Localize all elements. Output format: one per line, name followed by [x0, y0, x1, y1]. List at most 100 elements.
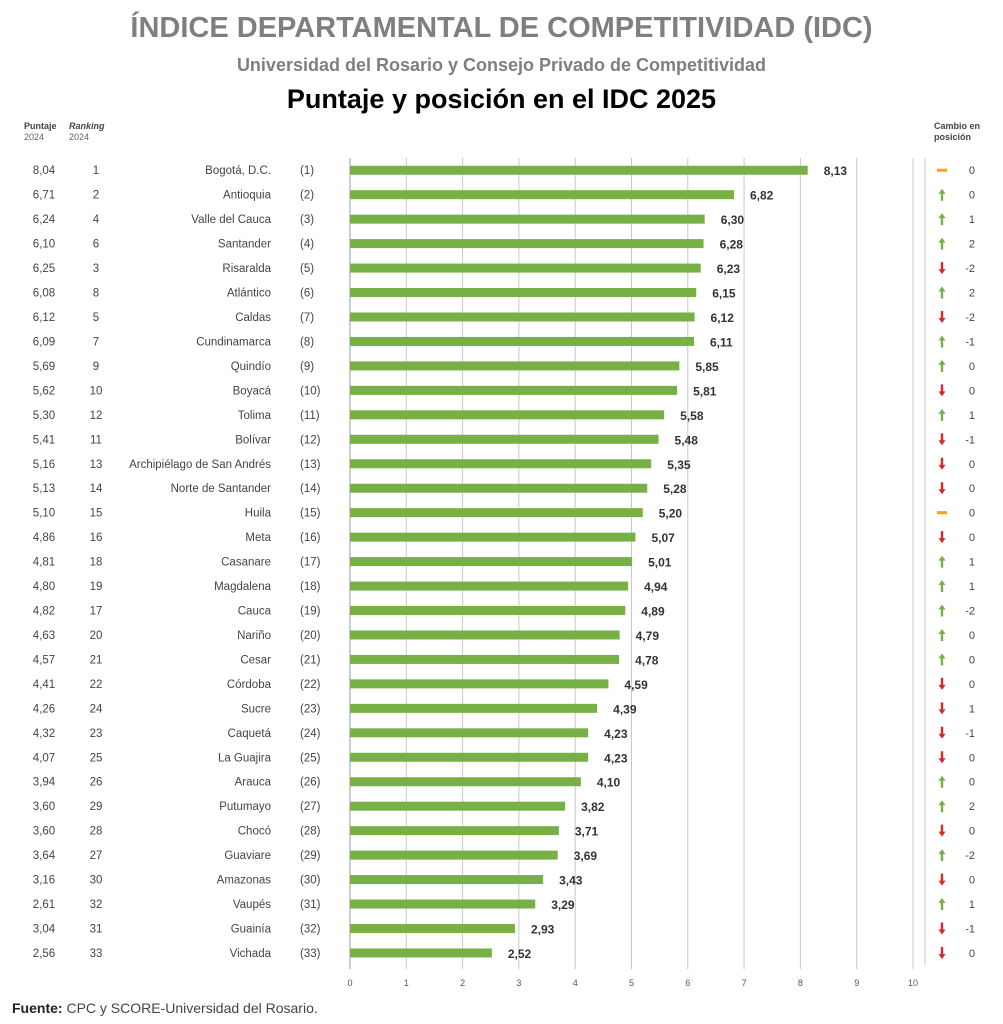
position-change-value: 0	[969, 679, 975, 691]
rank-2024-header-label: Ranking	[69, 121, 105, 131]
rank-2025: (25)	[300, 752, 321, 764]
department-label: Caldas	[235, 312, 271, 324]
bar	[350, 190, 734, 200]
rank-2024: 1	[93, 165, 99, 177]
arrow-down-icon	[938, 751, 946, 764]
position-change-value: 1	[969, 703, 975, 715]
rank-2024: 2	[93, 190, 99, 202]
value-label: 6,23	[717, 262, 741, 276]
score-2024: 3,94	[33, 777, 56, 789]
no-change-dash-icon	[937, 511, 947, 515]
department-label: Córdoba	[227, 679, 272, 691]
value-label: 5,35	[667, 458, 691, 472]
department-label: Boyacá	[233, 385, 272, 397]
position-change-value: 1	[969, 557, 975, 569]
rank-2024: 22	[90, 679, 103, 691]
bar	[350, 214, 705, 224]
rank-2025: (2)	[300, 190, 314, 202]
arrow-up-icon	[938, 628, 946, 641]
bar	[350, 312, 695, 322]
rank-2024: 27	[90, 850, 103, 862]
score-2024: 2,56	[33, 948, 55, 960]
value-label: 5,85	[695, 360, 719, 374]
score-2024: 6,25	[33, 263, 55, 275]
arrow-up-icon	[938, 335, 946, 348]
position-change-value: 0	[969, 752, 975, 764]
arrow-down-icon	[938, 946, 946, 959]
value-label: 5,01	[648, 556, 672, 570]
rank-2024: 11	[90, 434, 102, 446]
arrow-down-icon	[938, 457, 946, 470]
bar	[350, 557, 633, 567]
rank-2025: (5)	[300, 263, 314, 275]
value-label: 3,71	[575, 825, 599, 839]
value-label: 4,78	[635, 653, 659, 667]
rank-2025: (10)	[300, 385, 321, 397]
value-label: 8,13	[824, 164, 848, 178]
position-change-value: 2	[969, 288, 975, 300]
position-change-value: 0	[969, 826, 975, 838]
rank-2024: 32	[90, 899, 103, 911]
rank-2025: (7)	[300, 312, 314, 324]
arrow-up-icon	[938, 188, 946, 201]
rank-2025: (29)	[300, 850, 321, 862]
rank-2024: 18	[90, 557, 103, 569]
value-label: 2,93	[531, 922, 555, 936]
value-label: 5,48	[675, 433, 699, 447]
rank-2025: (26)	[300, 777, 321, 789]
rank-2024: 12	[90, 410, 103, 422]
rank-2024: 19	[90, 581, 103, 593]
rank-2024: 17	[90, 606, 103, 618]
source-label: Fuente:	[12, 1000, 63, 1016]
rank-2025: (19)	[300, 606, 321, 618]
department-label: Santander	[218, 239, 271, 251]
score-2024: 4,41	[33, 679, 55, 691]
position-change-value: -2	[965, 850, 975, 862]
bar	[350, 606, 626, 616]
arrow-down-icon	[938, 482, 946, 495]
score-2024: 4,82	[33, 606, 55, 618]
position-change-value: -1	[965, 336, 975, 348]
score-2024: 3,04	[33, 923, 56, 935]
bar	[350, 483, 648, 493]
arrow-up-icon	[938, 800, 946, 813]
rank-2024: 28	[90, 826, 103, 838]
rank-2025: (28)	[300, 826, 321, 838]
value-label: 3,82	[581, 800, 605, 814]
rank-2024: 33	[90, 948, 103, 960]
position-change-value: -2	[965, 606, 975, 618]
rank-2025: (22)	[300, 679, 321, 691]
arrow-down-icon	[938, 824, 946, 837]
rank-2025: (6)	[300, 288, 314, 300]
rank-2024: 23	[90, 728, 103, 740]
rank-2025: (18)	[300, 581, 321, 593]
department-label: Bolívar	[235, 434, 271, 446]
department-label: Cesar	[240, 654, 271, 666]
score-2024: 6,09	[33, 336, 55, 348]
x-tick-label: 5	[629, 978, 634, 988]
bar	[350, 948, 492, 958]
arrow-down-icon	[938, 384, 946, 397]
rank-2024: 24	[90, 703, 103, 715]
value-label: 4,59	[624, 678, 648, 692]
source-text: CPC y SCORE-Universidad del Rosario.	[62, 1000, 318, 1016]
bar	[350, 777, 581, 787]
score-2024: 5,30	[33, 410, 55, 422]
subtitle: Universidad del Rosario y Consejo Privad…	[236, 55, 767, 75]
position-change-value: 2	[969, 801, 975, 813]
department-label: Casanare	[221, 557, 271, 569]
rank-2024: 29	[90, 801, 103, 813]
rank-2024: 15	[90, 508, 103, 520]
department-label: Bogotá, D.C.	[205, 165, 271, 177]
rank-2025: (3)	[300, 214, 314, 226]
position-change-value: 1	[969, 214, 975, 226]
arrow-down-icon	[938, 677, 946, 690]
score-2024: 4,86	[33, 532, 55, 544]
rank-2025: (24)	[300, 728, 321, 740]
department-label: Amazonas	[217, 875, 272, 887]
position-change-value: 0	[969, 459, 975, 471]
position-change-value: 0	[969, 483, 975, 495]
department-label: Archipiélago de San Andrés	[129, 459, 271, 471]
value-label: 4,10	[597, 776, 621, 790]
rank-2025: (17)	[300, 557, 321, 569]
